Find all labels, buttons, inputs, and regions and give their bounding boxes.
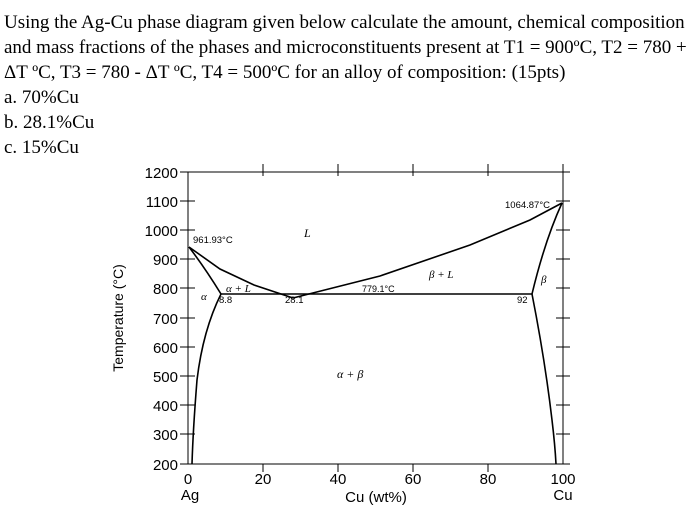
y-tick-label: 300	[153, 427, 178, 444]
question-text: Using the Ag-Cu phase diagram given belo…	[4, 10, 698, 160]
option-c: c. 15%Cu	[4, 137, 79, 158]
y-tick-label: 1100	[146, 194, 178, 211]
plot-frame	[187, 171, 564, 465]
x-tick-label: 60	[405, 471, 422, 488]
x-tick-label: 100	[550, 471, 575, 488]
region-alpha-plus-liquid: α + L	[226, 283, 251, 295]
eutectic-temperature-label: 779.1°C	[362, 284, 395, 294]
alpha-solubility-label: 8.8	[219, 295, 232, 306]
x-tick-label: 40	[330, 471, 347, 488]
solidus-right	[531, 202, 563, 295]
left-element-label: Ag	[181, 487, 199, 504]
option-a: a. 70%Cu	[4, 87, 79, 108]
x-tick-label: 80	[480, 471, 497, 488]
question-line-3: ΔT ºC, T3 = 780 - ΔT ºC, T4 = 500ºC for …	[4, 62, 566, 83]
question-line-1: Using the Ag-Cu phase diagram given belo…	[4, 12, 685, 33]
cu-melting-point-label: 1064.87°C	[505, 200, 550, 211]
solvus-right	[531, 293, 557, 465]
right-element-label: Cu	[553, 487, 572, 504]
x-axis-ticks	[262, 164, 564, 472]
liquidus-left	[188, 246, 294, 299]
x-tick-label: 0	[184, 471, 192, 488]
y-tick-label: 600	[153, 340, 178, 357]
x-tick-label: 20	[255, 471, 272, 488]
solidus-left	[188, 246, 222, 295]
region-alpha: α	[201, 291, 207, 303]
y-tick-label: 200	[153, 457, 178, 474]
question-line-2: and mass fractions of the phases and mic…	[4, 37, 687, 58]
y-tick-label: 900	[153, 252, 178, 269]
ag-melting-point-label: 961.93°C	[193, 235, 233, 246]
y-axis-ticks	[180, 171, 570, 465]
region-alpha-plus-beta: α + β	[337, 367, 363, 381]
eutectic-composition-label: 28.1	[285, 295, 304, 306]
x-axis-label: Cu (wt%)	[345, 489, 407, 506]
region-liquid: L	[303, 226, 311, 240]
y-tick-label: 500	[153, 369, 178, 386]
solvus-left	[191, 293, 222, 465]
option-b: b. 28.1%Cu	[4, 112, 95, 133]
y-tick-label: 1000	[145, 223, 178, 240]
region-beta: β	[540, 274, 547, 286]
y-tick-label: 700	[153, 311, 178, 328]
liquidus-right	[292, 202, 563, 299]
y-tick-label: 400	[153, 398, 178, 415]
y-tick-label: 800	[153, 281, 178, 298]
phase-boundaries	[188, 202, 563, 465]
y-axis-label: Temperature (°C)	[110, 264, 126, 372]
region-beta-plus-liquid: β + L	[428, 269, 454, 281]
y-tick-label: 1200	[145, 165, 178, 182]
beta-solubility-label: 92	[517, 295, 528, 306]
